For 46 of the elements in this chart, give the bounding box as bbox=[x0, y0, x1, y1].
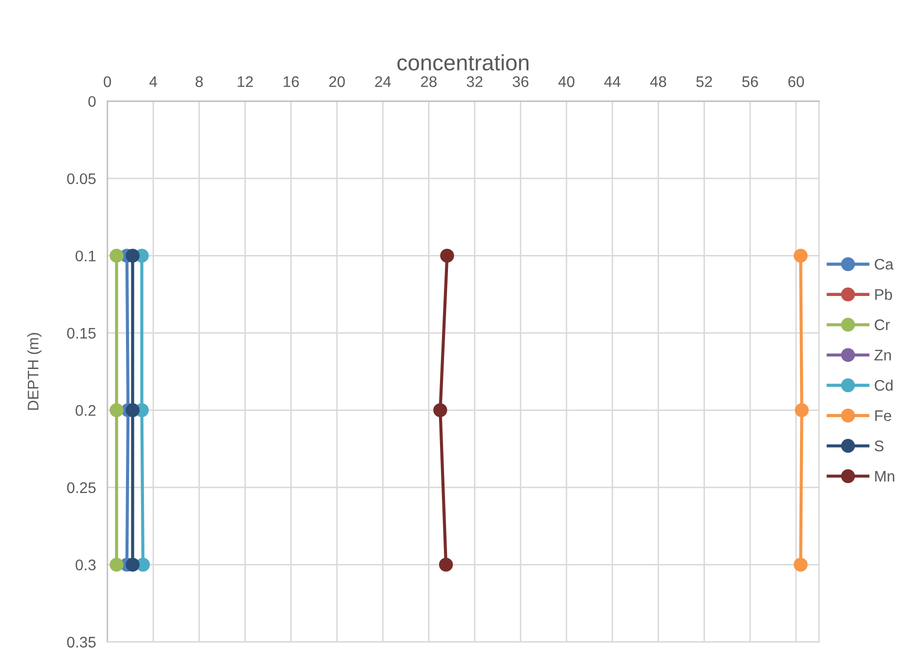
y-axis-title: DEPTH (m) bbox=[27, 333, 42, 410]
y-tick-label: 0.15 bbox=[67, 328, 96, 339]
point bbox=[439, 558, 453, 572]
x-tick-label: 8 bbox=[196, 76, 203, 88]
point bbox=[440, 248, 454, 263]
x-tick-label: 32 bbox=[466, 76, 482, 88]
legend-label: Cd bbox=[874, 380, 893, 391]
legend-label: Mn bbox=[875, 470, 894, 482]
x-tick-label: 60 bbox=[788, 76, 804, 88]
x-tick-label: 44 bbox=[604, 76, 620, 87]
legend-label: Cr bbox=[874, 319, 890, 330]
x-tick-label: 4 bbox=[149, 76, 158, 87]
y-tick-label: 0.3 bbox=[76, 560, 96, 570]
legend-label: Ca bbox=[874, 258, 894, 270]
y-tick-label: 0.35 bbox=[67, 636, 96, 648]
point bbox=[794, 248, 808, 263]
y-tick-label: 0.1 bbox=[76, 250, 96, 262]
x-tick-label: 24 bbox=[375, 76, 391, 87]
point bbox=[126, 558, 140, 572]
x-tick-label: 16 bbox=[284, 76, 299, 88]
point bbox=[433, 403, 448, 418]
legend-label: Pb bbox=[875, 288, 892, 300]
x-tick-label: 12 bbox=[238, 76, 253, 87]
x-tick-label: 52 bbox=[696, 76, 712, 88]
point bbox=[794, 558, 808, 572]
legend-label: Fe bbox=[875, 410, 892, 422]
y-tick-label: 0.05 bbox=[67, 173, 96, 184]
x-tick-label: 28 bbox=[421, 76, 437, 88]
y-tick-label: 0.2 bbox=[76, 405, 96, 416]
x-tick-label: 36 bbox=[512, 76, 528, 88]
point bbox=[126, 248, 140, 263]
point bbox=[110, 403, 124, 418]
legend-label: Zn bbox=[874, 350, 891, 360]
legend-label: S bbox=[874, 440, 884, 452]
y-tick-label: 0 bbox=[88, 96, 96, 107]
point bbox=[110, 248, 124, 263]
x-tick-label: 40 bbox=[558, 76, 574, 88]
x-axis-title: concentration bbox=[397, 54, 528, 71]
x-tick-label: 56 bbox=[742, 76, 758, 88]
x-tick-label: 20 bbox=[329, 76, 345, 88]
point bbox=[110, 558, 124, 572]
point bbox=[126, 403, 140, 418]
x-tick-label: 0 bbox=[104, 76, 112, 88]
y-tick-label: 0.25 bbox=[67, 482, 96, 494]
x-tick-label: 48 bbox=[650, 76, 666, 88]
point bbox=[794, 403, 809, 418]
